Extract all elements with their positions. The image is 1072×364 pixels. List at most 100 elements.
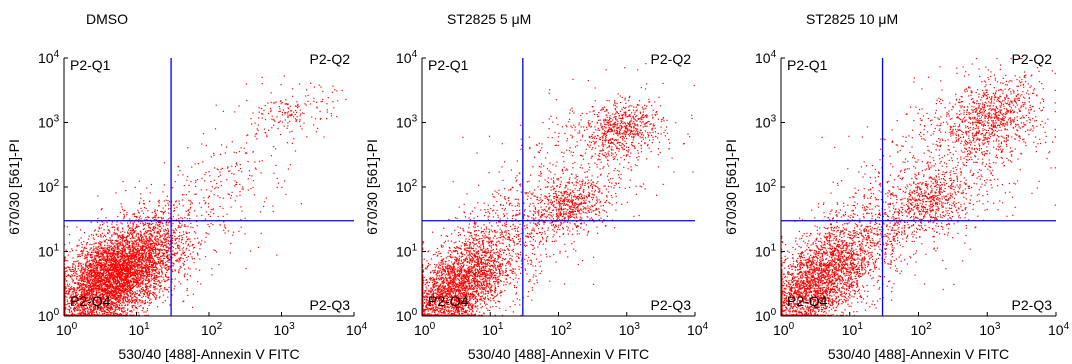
data-point [113, 314, 115, 316]
data-point [97, 252, 100, 254]
data-point [149, 260, 151, 262]
data-point [109, 295, 112, 297]
data-point [92, 266, 94, 268]
data-point [123, 255, 125, 257]
data-point [142, 264, 144, 266]
data-point [111, 235, 113, 237]
data-point [87, 310, 89, 312]
data-point [64, 266, 66, 268]
data-point [178, 269, 180, 271]
data-point [95, 281, 97, 283]
data-point [157, 279, 160, 282]
data-point [83, 308, 85, 310]
data-point [120, 299, 122, 301]
data-point [129, 310, 131, 312]
data-point [139, 201, 141, 203]
data-point [91, 251, 93, 253]
data-point [119, 288, 121, 290]
data-point [142, 302, 144, 304]
data-point [214, 250, 216, 252]
data-point [87, 312, 89, 314]
data-point [115, 304, 117, 306]
data-point [124, 277, 126, 279]
data-point [90, 254, 92, 257]
data-point [101, 251, 103, 253]
data-point [114, 245, 116, 247]
data-point [179, 258, 181, 261]
data-point [103, 312, 105, 314]
data-point [140, 268, 142, 270]
data-point [143, 275, 145, 277]
data-point [132, 233, 134, 235]
data-point [118, 281, 120, 283]
data-point [108, 244, 110, 247]
data-point [142, 256, 145, 258]
data-point [142, 289, 144, 291]
data-point [139, 248, 141, 250]
data-point [99, 268, 101, 270]
data-point [64, 256, 66, 258]
data-point [192, 227, 194, 229]
data-point [80, 279, 82, 281]
data-point [110, 306, 112, 308]
data-point [67, 303, 69, 305]
data-point [140, 256, 142, 259]
data-point [74, 269, 76, 272]
data-point [122, 272, 124, 274]
data-point [131, 250, 134, 252]
data-point [136, 290, 138, 292]
data-point [65, 270, 67, 272]
data-point [92, 270, 95, 272]
data-point [65, 249, 67, 251]
data-point [139, 230, 141, 232]
data-point [103, 287, 105, 289]
data-point [128, 242, 130, 244]
data-point [114, 254, 116, 256]
data-point [110, 249, 112, 251]
data-point [136, 232, 138, 234]
data-point [134, 303, 136, 305]
data-point [130, 267, 132, 269]
data-point [129, 238, 131, 240]
data-point [83, 312, 86, 314]
data-point [94, 294, 96, 296]
data-point [145, 240, 147, 242]
data-point [121, 290, 124, 292]
data-point [107, 251, 109, 253]
data-point [94, 272, 96, 274]
data-point [157, 239, 159, 241]
data-point [89, 302, 91, 304]
data-point [115, 266, 117, 269]
data-point [130, 281, 133, 283]
data-point [130, 232, 132, 234]
data-point [135, 293, 137, 295]
data-point [152, 287, 155, 289]
data-point [128, 235, 130, 237]
data-point [162, 301, 164, 304]
data-point [72, 268, 74, 271]
data-point [114, 282, 116, 284]
data-point [126, 240, 129, 242]
data-point [134, 263, 136, 265]
data-point [137, 248, 139, 250]
data-point [126, 290, 128, 292]
data-point [120, 295, 122, 297]
data-point [112, 258, 115, 260]
data-point [136, 299, 138, 301]
data-point [136, 298, 138, 300]
data-point [128, 232, 130, 234]
data-point [153, 229, 155, 231]
data-point [119, 241, 121, 243]
data-point [134, 258, 136, 260]
data-point [122, 312, 124, 314]
data-point [145, 247, 147, 249]
data-point [149, 299, 151, 301]
data-point [111, 307, 113, 309]
data-point [102, 309, 104, 311]
data-point [110, 253, 112, 255]
data-point [76, 226, 78, 228]
data-point [135, 242, 137, 244]
data-point [119, 236, 122, 238]
data-point [127, 303, 129, 305]
data-point [110, 272, 112, 274]
